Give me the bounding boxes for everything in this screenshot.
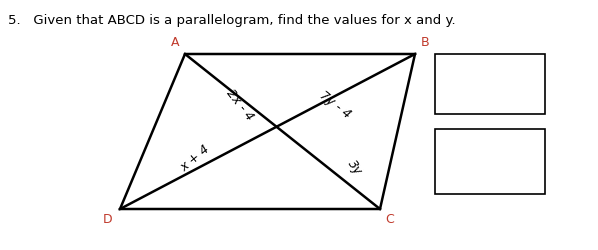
Bar <box>435 55 545 114</box>
Text: 5.   Given that ABCD is a parallelogram, find the values for x and y.: 5. Given that ABCD is a parallelogram, f… <box>8 14 456 27</box>
Text: 2x - 4: 2x - 4 <box>224 86 256 123</box>
Text: 7y - 4: 7y - 4 <box>317 88 353 121</box>
Text: x + 4: x + 4 <box>178 142 212 173</box>
Text: 3y: 3y <box>345 157 365 177</box>
Text: B: B <box>420 36 429 49</box>
Text: A: A <box>171 36 179 49</box>
Bar <box>435 130 545 194</box>
Text: D: D <box>103 213 113 226</box>
Text: C: C <box>386 213 394 226</box>
